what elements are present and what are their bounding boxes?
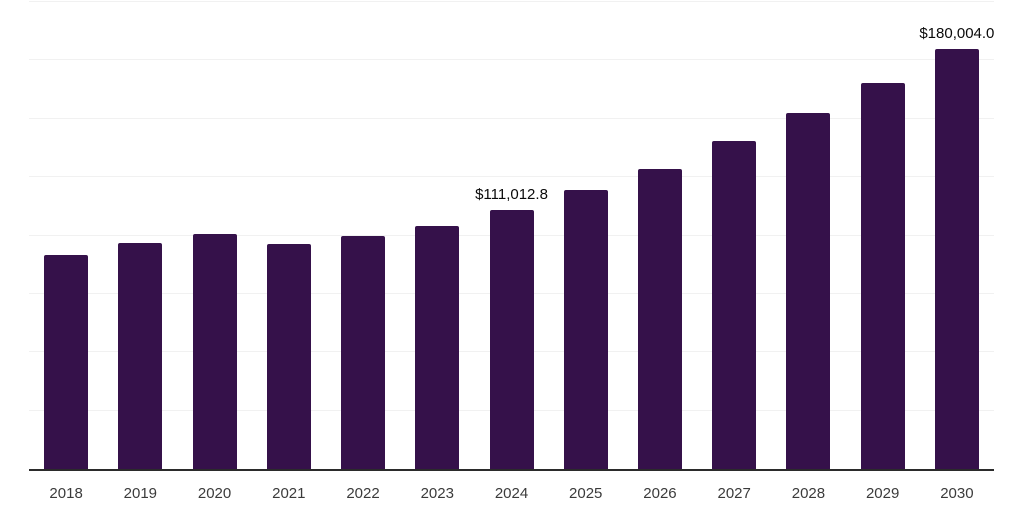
bar-2020: [192, 234, 237, 469]
x-tick-label-2029: 2029: [865, 485, 900, 502]
x-tick-label-2026: 2026: [643, 485, 677, 502]
bar-2029: [860, 83, 905, 469]
bar-2026: [637, 168, 682, 469]
gridline: [29, 117, 994, 119]
x-tick-label-2022: 2022: [346, 485, 380, 502]
gridline: [29, 176, 994, 178]
bar-value-label-2030: $180,004.0: [919, 24, 995, 42]
bar-2028: [786, 113, 831, 469]
bar-2022: [341, 235, 386, 469]
bar-2025: [563, 189, 608, 469]
x-tick-label-2021: 2021: [272, 485, 306, 502]
x-tick-label-2023: 2023: [420, 485, 454, 502]
bar-2024: [489, 209, 534, 469]
gridline: [29, 1, 994, 2]
x-tick-label-2027: 2027: [717, 485, 751, 502]
bar-2018: [44, 255, 89, 469]
bar-2023: [415, 226, 460, 469]
x-tick-label-2024: 2024: [494, 485, 529, 502]
x-tick-label-2025: 2025: [569, 485, 603, 502]
x-axis: 2018 2019 2020 2021 2022 2023 2024 2025 2026 2027…: [29, 485, 994, 505]
bar-2027: [712, 141, 757, 469]
x-tick-label-2028: 2028: [791, 485, 826, 502]
x-tick-label-2020: 2020: [197, 485, 232, 502]
bar-2021: [266, 244, 311, 469]
x-tick-label-2019: 2019: [123, 485, 158, 502]
gridline: [29, 59, 994, 61]
x-tick-label-2018: 2018: [49, 485, 83, 502]
bar-value-label-2024: $111,012.8: [475, 185, 548, 203]
x-tick-label-2030: 2030: [940, 485, 974, 502]
x-axis-line: [29, 469, 994, 471]
bar-2030: [934, 48, 979, 469]
plot-area: $111,012.8 $180,004.0: [29, 1, 994, 469]
bar-2019: [118, 242, 163, 469]
